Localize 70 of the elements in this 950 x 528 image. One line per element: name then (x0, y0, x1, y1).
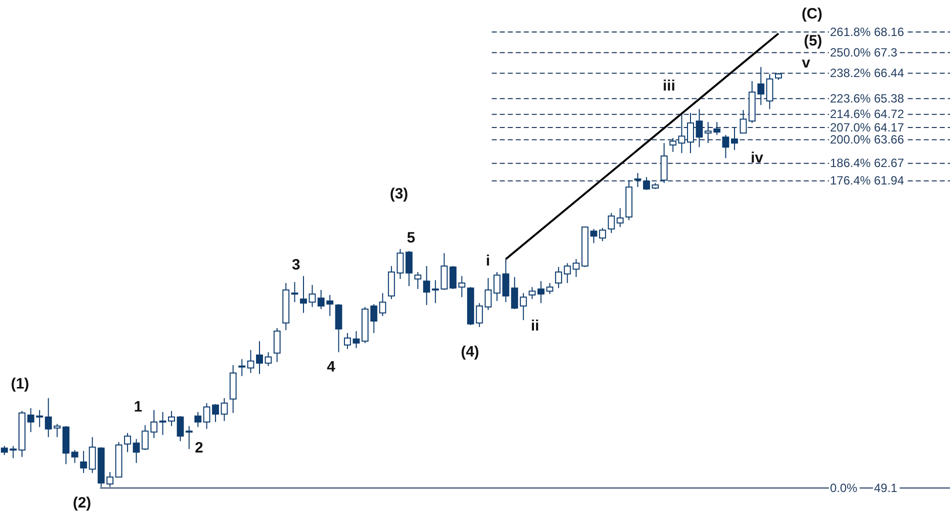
y2-tick-label: 261.8% (830, 24, 872, 39)
candlestick (590, 228, 598, 244)
y2-tick-label: 207.0% (830, 120, 872, 134)
candlestick (344, 332, 351, 350)
annotation: (4) (460, 343, 480, 360)
y-tick-label: 61.94 (874, 174, 904, 188)
candlestick (274, 327, 281, 362)
candlestick (326, 294, 334, 317)
annotation: 2 (194, 439, 204, 456)
annotation: iii (662, 77, 676, 94)
candlestick (722, 134, 730, 159)
annotation: 5 (406, 229, 416, 246)
candlestick (256, 340, 263, 374)
annotation: 1 (134, 398, 142, 416)
annotation: 4 (326, 358, 336, 376)
candlestick (414, 272, 422, 290)
annotation: i (486, 252, 490, 270)
candlestick (212, 404, 219, 423)
y-tick-label: 62.67 (874, 156, 904, 170)
y-tick-label: 67.3 (874, 45, 898, 60)
annotation: (1) (10, 375, 30, 392)
candlestick (335, 304, 342, 353)
y-tick-label: 64.72 (874, 107, 904, 122)
candlestick (220, 398, 228, 422)
y-tick-label: 65.38 (874, 91, 904, 106)
candlestick (599, 227, 606, 242)
y2-tick-label: 176.4% (830, 174, 872, 188)
y-tick-label: 64.17 (874, 120, 904, 134)
y-tick-label: 68.16 (874, 24, 904, 39)
candlestick (546, 282, 554, 295)
y-tick-label: 66.44 (874, 66, 904, 80)
candlestick (352, 330, 360, 349)
candlestick (458, 276, 466, 298)
y2-tick-label: 0.0% (830, 480, 858, 495)
candlestick (520, 292, 527, 321)
annotation: (3) (390, 185, 408, 202)
y2-tick-label: 214.6% (830, 107, 872, 122)
candlestick (634, 172, 642, 188)
annotation: 3 (292, 256, 300, 274)
candlestick (300, 276, 307, 314)
y2-tick-label: 186.4% (830, 156, 872, 170)
candlestick (406, 250, 413, 287)
y2-tick-label: 250.0% (830, 45, 872, 60)
candlestick (106, 472, 114, 488)
candlestick (168, 410, 176, 427)
candlestick (80, 450, 88, 474)
candlestick (528, 286, 536, 300)
candlestick (264, 352, 272, 367)
y-tick-label: 63.66 (874, 132, 904, 147)
candlestick (494, 272, 500, 302)
candlestick (450, 266, 456, 290)
y2-tick-label: 223.6% (830, 91, 872, 106)
candlestick (731, 126, 738, 151)
annotation: (2) (72, 494, 92, 512)
annotation: (5) (804, 32, 822, 50)
y-tick-label: 49.1 (874, 480, 898, 495)
annotation: (C) (802, 5, 822, 22)
annotation: iv (750, 149, 764, 166)
candlestick (537, 280, 544, 304)
candlestick (713, 122, 720, 136)
candlestick (423, 266, 430, 306)
annotation: v (802, 54, 811, 72)
annotation: ii (530, 317, 540, 334)
candlestick (71, 450, 78, 464)
candlestick (687, 112, 694, 154)
candlestick (124, 432, 132, 453)
candlestick (555, 266, 562, 289)
candlestick (643, 176, 650, 190)
y2-tick-label: 200.0% (830, 132, 872, 147)
y2-tick-label: 238.2% (830, 66, 872, 80)
